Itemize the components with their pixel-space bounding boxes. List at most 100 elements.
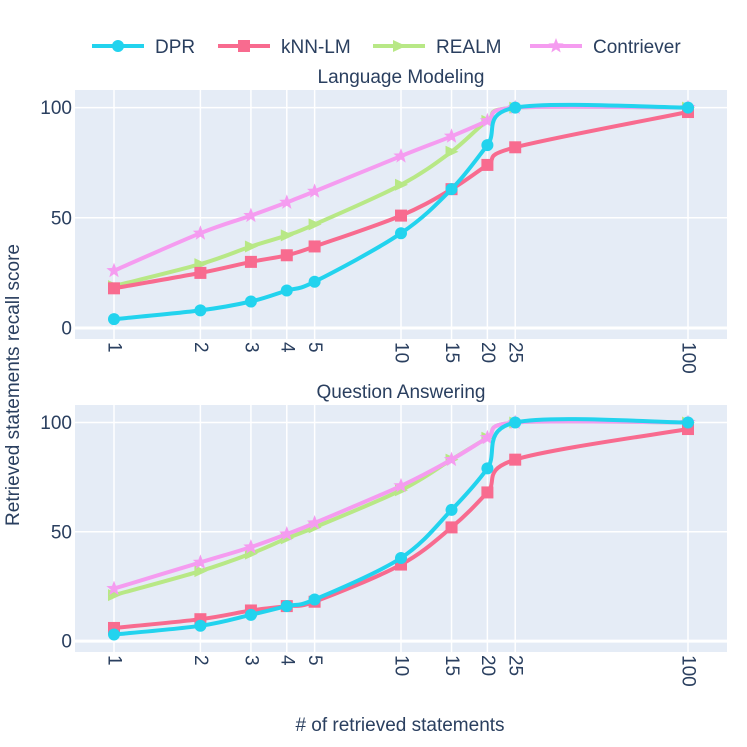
y-tick-label: 0 [61,632,72,653]
data-point [279,526,295,541]
data-point [192,225,208,240]
x-tick-label: 2 [190,342,211,353]
x-tick-label: 10 [391,655,412,676]
x-tick-label: 1 [104,342,125,353]
x-tick-label: 25 [505,342,526,363]
legend-item-knn-lm[interactable]: kNN-LM [218,37,351,58]
x-tick-label: 20 [477,655,498,676]
x-tick-label: 4 [276,342,297,353]
series-dpr [108,416,694,641]
data-point [682,101,694,114]
x-tick-label: 3 [240,655,261,666]
legend-marker [548,38,564,53]
data-point [307,183,323,198]
data-point [307,515,323,530]
data-point [108,628,120,641]
data-point [445,145,459,158]
legend-marker [112,40,124,52]
x-tick-label: 4 [276,655,297,666]
data-point [280,600,293,613]
panel-language-modeling: 0 50 100 1 2 3 4 5 10 15 20 25 100 Language Modeling [40,67,727,374]
data-point [106,580,122,596]
data-point [308,240,321,253]
data-point [106,262,122,278]
data-point [393,477,409,493]
data-point [280,229,294,242]
legend-item-dpr[interactable]: DPR [92,37,195,58]
data-point [244,255,257,268]
y-tick-label: 100 [40,413,72,434]
data-point [481,139,494,152]
legend-item-realm[interactable]: REALM [373,37,501,58]
data-point [509,416,522,429]
y-tick-label: 0 [61,318,72,339]
data-point [280,249,293,262]
data-point [194,565,208,578]
data-point [243,207,259,223]
data-point [509,141,522,154]
legend-label: DPR [155,37,195,58]
data-point [192,554,208,569]
data-point [481,158,494,171]
x-tick-label: 5 [304,655,325,666]
data-point [509,453,522,466]
panel-question-answering: 0 50 100 1 2 3 4 5 10 15 20 25 100 Question Answering [40,382,727,687]
data-point [395,552,407,565]
panel-title: Question Answering [317,382,486,403]
data-point [108,282,120,295]
x-tick-label: 100 [678,342,699,374]
x-tick-label: 15 [441,342,462,363]
data-point [280,284,293,297]
data-point [194,619,207,632]
panel-title: Language Modeling [318,67,485,88]
data-point [479,112,495,128]
data-point [395,178,408,191]
x-tick-label: 5 [304,342,325,353]
x-tick-label: 1 [104,655,125,666]
data-point [308,218,322,231]
data-point [108,313,120,326]
x-axis-label: # of retrieved statements [295,715,504,736]
data-point [393,148,409,163]
data-point [243,539,259,554]
legend-marker [393,40,406,52]
legend-label: REALM [436,37,501,58]
y-tick-label: 50 [51,522,72,543]
data-point [445,521,458,534]
legend[interactable]: DPR kNN-LM REALM Contriever [92,37,681,58]
data-point [509,101,522,114]
x-tick-label: 10 [391,342,412,363]
legend-item-contriever[interactable]: Contriever [530,37,681,58]
y-tick-label: 50 [51,208,72,229]
y-axis-label: Retrieved statements recall score [3,244,24,526]
data-point [445,183,458,196]
data-point [682,416,694,429]
x-tick-label: 3 [240,342,261,353]
data-point [395,227,407,240]
data-point [194,266,207,279]
data-point [279,194,295,209]
data-point [443,128,460,143]
data-point [481,486,494,499]
data-point [443,451,460,467]
legend-label: Contriever [593,37,681,58]
data-point [308,275,321,288]
data-point [194,304,207,317]
x-tick-label: 100 [678,655,699,687]
data-point [481,462,494,475]
data-point [395,209,407,222]
series-dpr [108,101,694,326]
data-point [445,503,458,516]
data-point [479,429,495,445]
legend-marker [238,40,250,52]
data-point [244,295,257,308]
data-point [308,593,321,606]
legend-label: kNN-LM [281,37,351,58]
y-tick-label: 100 [40,98,72,119]
x-tick-label: 2 [190,655,211,666]
x-tick-label: 20 [477,342,498,363]
x-tick-label: 25 [505,655,526,676]
data-point [244,240,258,253]
x-tick-label: 15 [441,655,462,676]
